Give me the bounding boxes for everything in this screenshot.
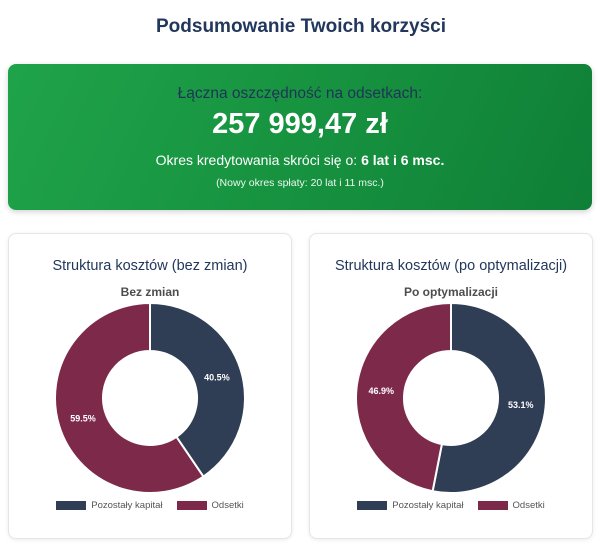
legend-item-interest[interactable]: Odsetki — [176, 500, 244, 511]
savings-label: Łączna oszczędność na odsetkach: — [177, 85, 423, 102]
legend-swatch-capital — [56, 501, 87, 510]
donut-slice-label: 46.9% — [369, 386, 395, 396]
legend-label-capital: Pozostały kapitał — [91, 500, 163, 511]
cost-structure-card-after: Struktura kosztów (po optymalizacji) Po … — [309, 233, 593, 539]
legend-label-interest: Odsetki — [512, 500, 545, 511]
legend-swatch-interest — [176, 501, 207, 510]
term-reduction: Okres kredytowania skróci się o: 6 lat i… — [8, 152, 592, 168]
donut-chart-before: 40.5% 59.5% — [54, 301, 246, 494]
chart-title: Po optymalizacji — [403, 285, 499, 299]
donut-slice-label: 40.5% — [204, 372, 230, 382]
donut-slice-label: 59.5% — [70, 414, 96, 424]
chart-legend: Pozostały kapitał Odsetki — [9, 500, 291, 511]
donut-slice-capital[interactable] — [149, 301, 246, 478]
page-title: Podsumowanie Twoich korzyści — [156, 16, 446, 37]
term-reduction-value: 6 lat i 6 msc. — [361, 152, 445, 168]
donut-slice-interest[interactable] — [355, 301, 452, 493]
donut-slice-label: 53.1% — [508, 400, 534, 410]
donut-slice-capital[interactable] — [431, 301, 547, 494]
legend-item-capital[interactable]: Pozostały kapitał — [357, 500, 464, 511]
savings-summary-panel: Łączna oszczędność na odsetkach: 257 999… — [8, 64, 592, 210]
legend-label-capital: Pozostały kapitał — [392, 500, 464, 511]
legend-label-interest: Odsetki — [211, 500, 244, 511]
card-title: Struktura kosztów (po optymalizacji) — [334, 258, 568, 274]
term-reduction-label: Okres kredytowania skróci się o: — [155, 152, 358, 168]
cost-structure-card-before: Struktura kosztów (bez zmian) Bez zmian … — [8, 233, 292, 539]
legend-swatch-interest — [477, 501, 508, 510]
chart-legend: Pozostały kapitał Odsetki — [310, 500, 592, 511]
donut-slice-interest[interactable] — [54, 301, 205, 494]
donut-chart-after: 53.1% 46.9% — [355, 301, 547, 494]
legend-item-interest[interactable]: Odsetki — [477, 500, 545, 511]
legend-swatch-capital — [357, 501, 388, 510]
chart-title: Bez zmian — [120, 285, 180, 299]
legend-item-capital[interactable]: Pozostały kapitał — [56, 500, 163, 511]
card-title: Struktura kosztów (bez zmian) — [52, 258, 248, 274]
savings-amount: 257 999,47 zł — [212, 108, 388, 140]
new-term-note: (Nowy okres spłaty: 20 lat i 11 msc.) — [216, 177, 384, 189]
